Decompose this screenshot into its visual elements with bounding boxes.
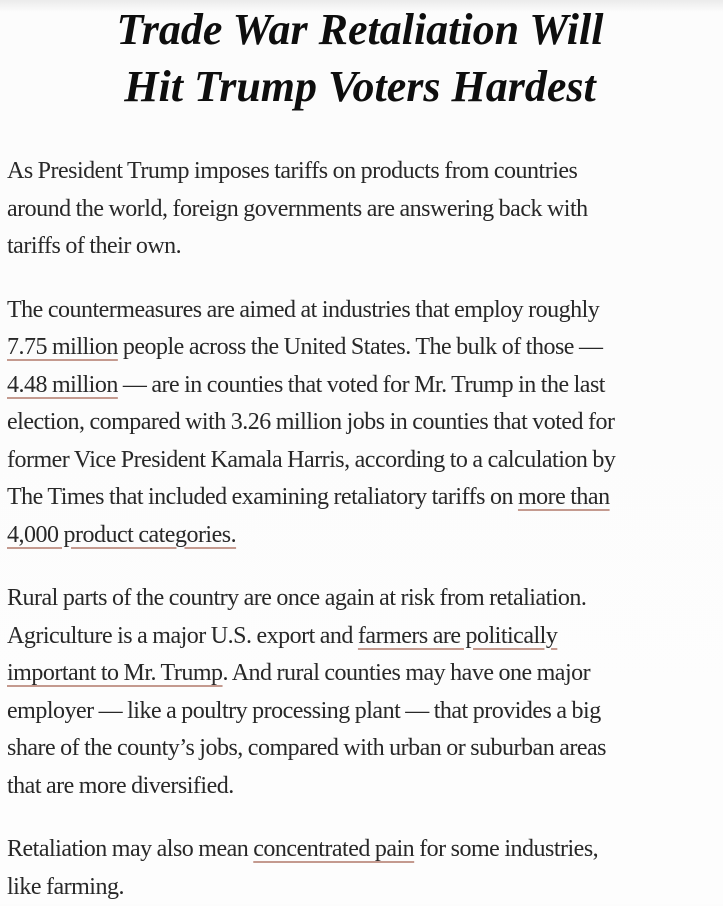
text-line: that are more diversified.: [7, 768, 713, 806]
body-text: former Vice President Kamala Harris, acc…: [7, 447, 615, 473]
headline: Trade War Retaliation Will Hit Trump Vot…: [7, 0, 713, 115]
paragraph: Retaliation may also mean concentrated p…: [7, 831, 713, 906]
body-text: employer — like a poultry processing pla…: [7, 698, 601, 724]
text-line: 4,000 product categories.: [7, 517, 713, 555]
body-text: around the world, foreign governments ar…: [7, 196, 588, 222]
body-text: . And rural counties may have one major: [223, 660, 591, 686]
body-text: As President Trump imposes tariffs on pr…: [7, 158, 577, 184]
body-text: Rural parts of the country are once agai…: [7, 585, 586, 611]
body-text: The Times that included examining retali…: [7, 484, 518, 510]
body-text: The countermeasures are aimed at industr…: [7, 297, 599, 323]
text-line: important to Mr. Trump. And rural counti…: [7, 655, 713, 693]
paragraph: Rural parts of the country are once agai…: [7, 580, 713, 805]
text-line: The countermeasures are aimed at industr…: [7, 292, 713, 330]
body-text: for some industries,: [414, 836, 598, 862]
paragraph: The countermeasures are aimed at industr…: [7, 292, 713, 555]
body-text: Retaliation may also mean: [7, 836, 253, 862]
text-line: 4.48 million — are in counties that vote…: [7, 367, 713, 405]
inline-link[interactable]: important to Mr. Trump: [7, 660, 223, 686]
body-text: like farming.: [7, 874, 124, 900]
inline-link[interactable]: farmers are politically: [358, 623, 557, 649]
text-line: Rural parts of the country are once agai…: [7, 580, 713, 618]
text-line: The Times that included examining retali…: [7, 479, 713, 517]
text-line: As President Trump imposes tariffs on pr…: [7, 153, 713, 191]
inline-link[interactable]: 7.75 million: [7, 334, 118, 360]
body-text: Agriculture is a major U.S. export and: [7, 623, 358, 649]
body-text: that are more diversified.: [7, 773, 234, 799]
body-text: share of the county’s jobs, compared wit…: [7, 735, 606, 761]
article-body: As President Trump imposes tariffs on pr…: [7, 153, 713, 906]
body-text: — are in counties that voted for Mr. Tru…: [118, 372, 605, 398]
inline-link[interactable]: 4,000 product categories.: [7, 522, 236, 548]
inline-link[interactable]: more than: [518, 484, 610, 510]
text-line: share of the county’s jobs, compared wit…: [7, 730, 713, 768]
text-line: 7.75 million people across the United St…: [7, 329, 713, 367]
text-line: around the world, foreign governments ar…: [7, 191, 713, 229]
body-text: election, compared with 3.26 million job…: [7, 409, 615, 435]
text-line: employer — like a poultry processing pla…: [7, 693, 713, 731]
paragraph: As President Trump imposes tariffs on pr…: [7, 153, 713, 266]
text-line: like farming.: [7, 869, 713, 906]
inline-link[interactable]: 4.48 million: [7, 372, 118, 398]
body-text: tariffs of their own.: [7, 233, 181, 259]
headline-line: Trade War Retaliation Will: [7, 1, 713, 58]
headline-line: Hit Trump Voters Hardest: [7, 58, 713, 115]
text-line: Retaliation may also mean concentrated p…: [7, 831, 713, 869]
inline-link[interactable]: concentrated pain: [253, 836, 414, 862]
text-line: election, compared with 3.26 million job…: [7, 404, 713, 442]
text-line: Agriculture is a major U.S. export and f…: [7, 618, 713, 656]
text-line: tariffs of their own.: [7, 228, 713, 266]
text-line: former Vice President Kamala Harris, acc…: [7, 442, 713, 480]
body-text: people across the United States. The bul…: [118, 334, 603, 360]
